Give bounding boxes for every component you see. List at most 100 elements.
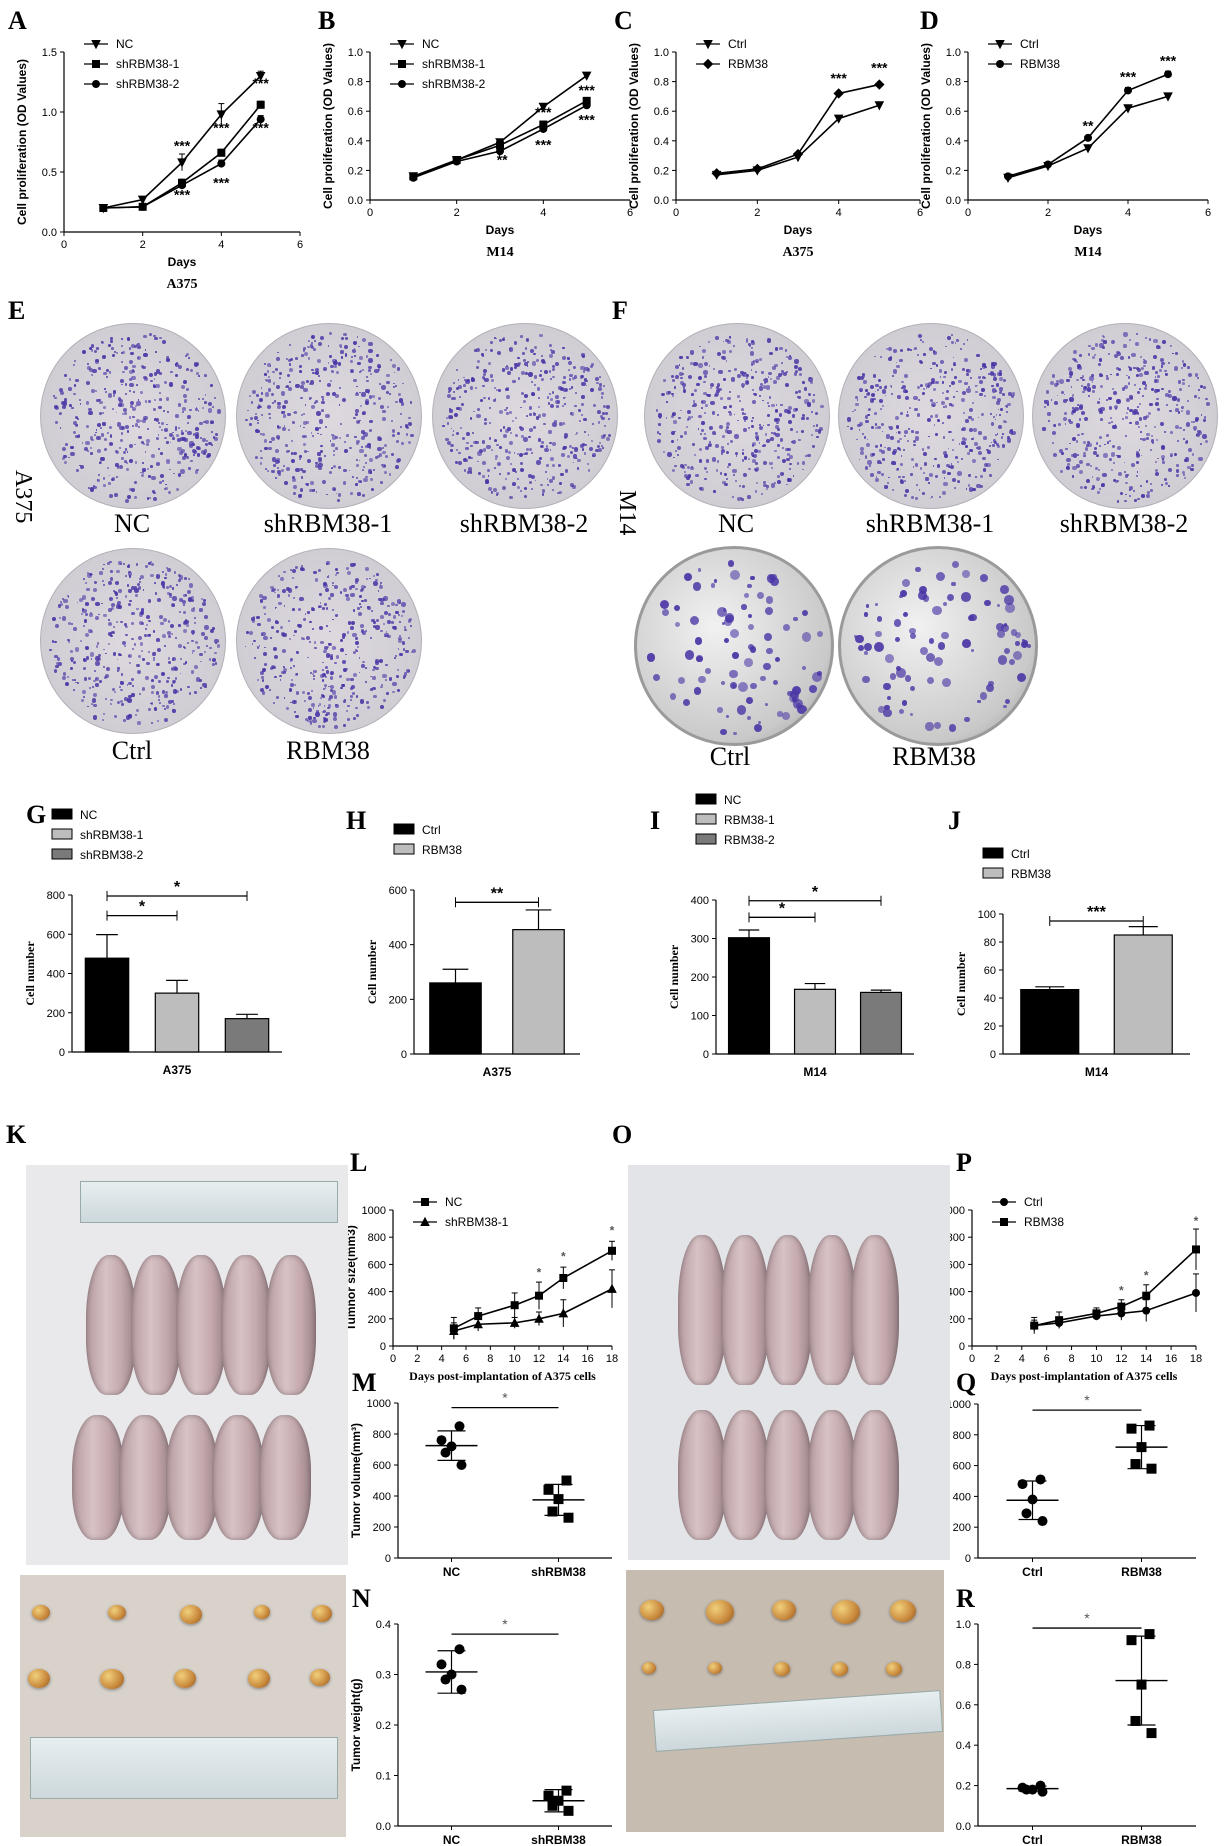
- chart-p-xtick-label: 18: [1190, 1353, 1202, 1365]
- mouse: [678, 1410, 726, 1540]
- chart-g-x-label: A375: [163, 1063, 192, 1077]
- chart-j-x-label: M14: [1085, 1065, 1109, 1079]
- chart-l-point: [473, 1319, 483, 1329]
- chart-r-ytick-label: 1.0: [956, 1619, 971, 1631]
- chart-l-legend-label: shRBM38-1: [445, 1215, 509, 1229]
- chart-l-ytick-label: 200: [368, 1314, 386, 1326]
- colony-dish-e-rbm38: [236, 548, 422, 734]
- chart-b-point: [538, 102, 549, 112]
- chart-r-significance: *: [1084, 1610, 1090, 1626]
- chart-p-significance: *: [1144, 1268, 1149, 1282]
- chart-m-point: [456, 1460, 467, 1470]
- dish-label-f-shrbm38-1: shRBM38-1: [865, 509, 995, 538]
- chart-l-series-line: [453, 1288, 613, 1332]
- chart-i-significance: *: [812, 884, 819, 901]
- chart-p-point: [1192, 1245, 1200, 1254]
- tumor: [832, 1600, 860, 1624]
- chart-d-point: [1004, 172, 1012, 181]
- chart-m-significance: *: [502, 1390, 508, 1406]
- chart-d-ytick-label: 1.0: [946, 47, 961, 59]
- chart-j-significance: ***: [1087, 904, 1106, 921]
- chart-l-xtick-label: 14: [557, 1353, 569, 1365]
- mouse: [266, 1255, 316, 1395]
- chart-d-legend-marker: [996, 60, 1004, 68]
- chart-a-significance: ***: [174, 137, 191, 153]
- chart-c-xtick-label: 0: [673, 207, 679, 219]
- chart-c-ytick-label: 0.0: [654, 195, 669, 207]
- chart-m-ytick-label: 200: [373, 1522, 391, 1534]
- chart-c-legend-label: Ctrl: [728, 37, 747, 51]
- chart-p-xtick-label: 2: [994, 1353, 1000, 1365]
- chart-d-legend-label: RBM38: [1020, 57, 1060, 71]
- chart-l-significance: *: [537, 1266, 542, 1280]
- chart-a-significance: ***: [174, 187, 191, 203]
- chart-i-bar: [859, 991, 903, 1055]
- chart-c-x-label: Days: [784, 223, 813, 237]
- chart-a-point: [178, 181, 186, 190]
- mouse: [807, 1235, 856, 1385]
- chart-b-ytick-label: 0.0: [348, 195, 363, 207]
- chart-d-point: [1124, 86, 1132, 95]
- mouse: [176, 1255, 226, 1395]
- chart-d-point: [1163, 92, 1173, 102]
- chart-p-x-label: Days post-implantation of A375 cells: [991, 1369, 1178, 1383]
- chart-b-significance: **: [497, 151, 508, 167]
- chart-b-point: [409, 173, 418, 182]
- chart-a-legend-label: NC: [116, 37, 134, 51]
- chart-d-x-label: Days: [1074, 223, 1103, 237]
- chart-j-bar: [1020, 988, 1080, 1055]
- chart-p-xtick-label: 12: [1115, 1353, 1127, 1365]
- chart-r-xtick-label: RBM38: [1121, 1833, 1162, 1846]
- chart-d-ytick-label: 0.4: [946, 136, 961, 148]
- panel-letter-e: E: [8, 296, 26, 325]
- chart-j-ytick-label: 40: [984, 993, 996, 1005]
- chart-i-colony-count-m14: 0 100 200 300 400 Cell number NC RBM38-1 RBM38-2…: [667, 793, 914, 1079]
- chart-b-caption: M14: [486, 245, 513, 260]
- chart-a-significance: ***: [213, 175, 230, 191]
- chart-i-y-label: Cell number: [667, 944, 681, 1009]
- colony-dish-e-nc: [40, 323, 226, 509]
- chart-p-point: [1030, 1321, 1039, 1330]
- chart-p-xtick-label: 16: [1165, 1353, 1177, 1365]
- chart-d-xtick-label: 4: [1125, 207, 1131, 219]
- chart-r-ytick-label: 0.2: [956, 1781, 971, 1793]
- chart-m-xtick-label: NC: [443, 1565, 461, 1579]
- panel-letter-r: R: [956, 1584, 975, 1613]
- chart-r-ytick-label: 0.0: [956, 1821, 971, 1833]
- chart-l-xtick-label: 0: [390, 1353, 396, 1365]
- chart-m-point: [547, 1506, 558, 1517]
- chart-c-ytick-label: 0.6: [654, 106, 669, 118]
- chart-c-ytick-label: 0.2: [654, 165, 669, 177]
- chart-a-legend-label: shRBM38-1: [116, 57, 180, 71]
- chart-l-point: [510, 1301, 519, 1310]
- panel-letter-f: F: [612, 296, 628, 325]
- panel-letter-g: G: [26, 800, 47, 829]
- tumor: [832, 1662, 848, 1676]
- chart-h-y-label: Cell number: [365, 939, 379, 1004]
- chart-b-legend-label: NC: [422, 37, 440, 51]
- chart-l-ytick-label: 400: [368, 1287, 386, 1299]
- chart-p-legend-marker: [1000, 1198, 1008, 1206]
- chart-d-xtick-label: 6: [1205, 207, 1211, 219]
- ruler-o-bottom: [652, 1690, 944, 1752]
- chart-g-ytick-label: 200: [47, 1008, 65, 1020]
- chart-j-ytick-label: 100: [978, 909, 996, 921]
- chart-d-point: [1083, 144, 1093, 154]
- chart-b-point: [582, 96, 591, 105]
- chart-p-series-line: [1034, 1292, 1197, 1327]
- chart-b-proliferation-m14: 0.0 0.2 0.4 0.6 0.8 1.0 Cell proliferation (OD…: [321, 37, 633, 260]
- ruler-k-bottom: [30, 1737, 338, 1799]
- panel-letter-j: J: [948, 806, 961, 835]
- chart-b-ytick-label: 0.8: [348, 77, 363, 89]
- chart-b-significance: ***: [535, 137, 552, 153]
- chart-n-ytick-label: 0.1: [376, 1771, 391, 1783]
- chart-m-ytick-label: 1000: [367, 1398, 391, 1410]
- chart-g-legend-swatch: [51, 828, 73, 840]
- chart-i-legend-swatch: [695, 793, 717, 805]
- chart-a-point: [217, 148, 226, 157]
- panel-letter-p: P: [956, 1148, 972, 1177]
- chart-b-legend-marker: [398, 60, 406, 68]
- chart-p-point: [1192, 1288, 1200, 1297]
- chart-m-point: [543, 1484, 554, 1495]
- chart-b-ytick-label: 0.2: [348, 165, 363, 177]
